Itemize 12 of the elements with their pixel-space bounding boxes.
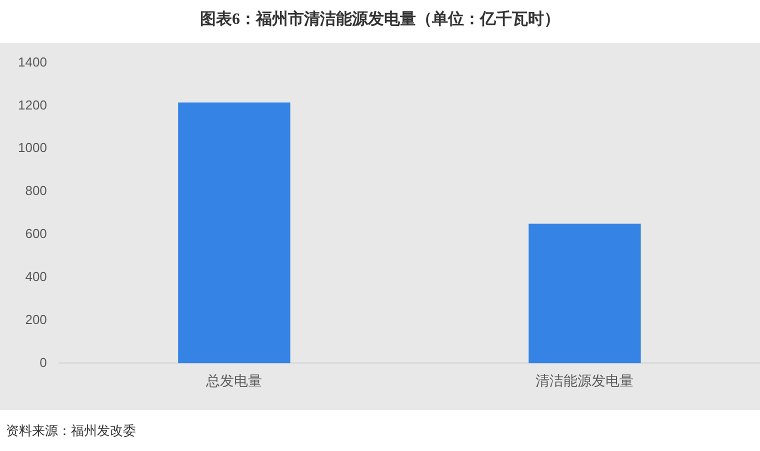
y-tick-label: 0: [40, 354, 47, 370]
chart-title: 图表6：福州市清洁能源发电量（单位：亿千瓦时）: [199, 9, 561, 30]
y-tick-label: 800: [25, 183, 47, 198]
y-tick-label: 600: [25, 226, 47, 242]
x-tick-label: 总发电量: [205, 372, 262, 388]
y-tick-label: 1000: [18, 140, 47, 156]
y-tick-label: 1400: [18, 54, 47, 70]
text: 资料来源：福州发改委: [6, 422, 136, 440]
y-tick-label: 1200: [18, 97, 47, 112]
y-tick-label: 400: [25, 268, 47, 284]
x-tick-label: 清洁能源发电量: [536, 372, 634, 388]
y-tick-label: 200: [25, 312, 47, 327]
